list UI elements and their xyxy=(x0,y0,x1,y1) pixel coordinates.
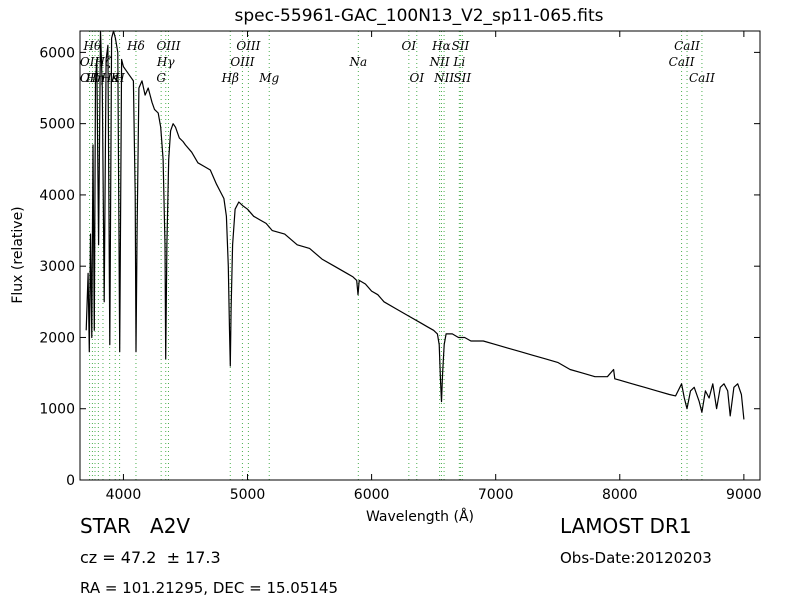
y-tick-label: 6000 xyxy=(39,45,75,61)
spectral-line-label: CaII xyxy=(669,55,695,69)
y-tick-label: 4000 xyxy=(39,188,75,204)
y-tick-label: 2000 xyxy=(39,330,75,346)
spectral-line-label: G xyxy=(156,71,166,85)
spectrum-line xyxy=(85,30,745,420)
spectral-line-label: CaII xyxy=(689,71,715,85)
y-axis-label: Flux (relative) xyxy=(10,206,26,303)
spectral-line-label: SII xyxy=(452,39,470,53)
chart-title: spec-55961-GAC_100N13_V2_sp11-065.fits xyxy=(234,6,604,26)
y-tick-label: 0 xyxy=(66,473,75,489)
redshift-value: cz = 47.2 ± 17.3 xyxy=(80,548,221,567)
spectral-line-label: OIII xyxy=(236,39,260,53)
spectral-line-label: NII xyxy=(429,55,450,69)
x-tick-label: 5000 xyxy=(230,487,266,503)
x-tick-label: 8000 xyxy=(602,487,638,503)
spectral-line-markers xyxy=(89,31,703,480)
spectral-line-label: Hα xyxy=(431,39,451,53)
spectral-line-labels: OIIOIIHθHηHζHεKHHδGHγOIIIHβOIIIOIIIMgNaO… xyxy=(80,39,715,85)
x-tick-label: 9000 xyxy=(726,487,762,503)
spectral-line-label: Mg xyxy=(258,71,279,85)
x-tick-label: 6000 xyxy=(354,487,390,503)
spectral-line-label: Hβ xyxy=(221,71,239,85)
y-tick-label: 5000 xyxy=(39,117,75,133)
spectral-line-label: Hθ xyxy=(83,39,102,53)
spectral-line-label: OI xyxy=(402,39,417,53)
ra-dec-coordinates: RA = 101.21295, DEC = 15.05145 xyxy=(80,579,339,597)
spectral-line-label: Hγ xyxy=(156,55,175,69)
plot-frame xyxy=(79,30,761,481)
spectral-line-label: K xyxy=(110,71,121,85)
x-tick-label: 7000 xyxy=(478,487,514,503)
spectral-line-label: OIII xyxy=(156,39,180,53)
axis-ticks: 4000 5000 6000 7000 8000 9000 0 1000 2000 3000 400… xyxy=(39,31,762,503)
spectral-line-label: SII xyxy=(453,71,471,85)
spectral-line-label: NII xyxy=(433,71,454,85)
spectral-line-label: OII xyxy=(80,71,100,85)
spectral-line-label: OII xyxy=(80,55,100,69)
spectral-line-label: CaII xyxy=(674,39,700,53)
x-axis-label: Wavelength (Å) xyxy=(366,508,474,525)
spectral-line-label: Li xyxy=(452,55,465,69)
object-class: STAR A2V xyxy=(80,514,191,538)
spectral-line-label: H xyxy=(113,71,125,85)
spectral-line-label: OI xyxy=(409,71,424,85)
spectral-line-label: Na xyxy=(349,55,368,69)
survey-name: LAMOST DR1 xyxy=(560,514,692,538)
observation-date: Obs-Date:20120203 xyxy=(560,549,712,567)
y-tick-label: 1000 xyxy=(39,402,75,418)
spectral-line-label: Hε xyxy=(100,71,118,85)
y-tick-label: 3000 xyxy=(39,259,75,275)
spectral-line-label: Hδ xyxy=(126,39,145,53)
x-tick-label: 4000 xyxy=(106,487,142,503)
spectral-line-label: OIII xyxy=(230,55,254,69)
